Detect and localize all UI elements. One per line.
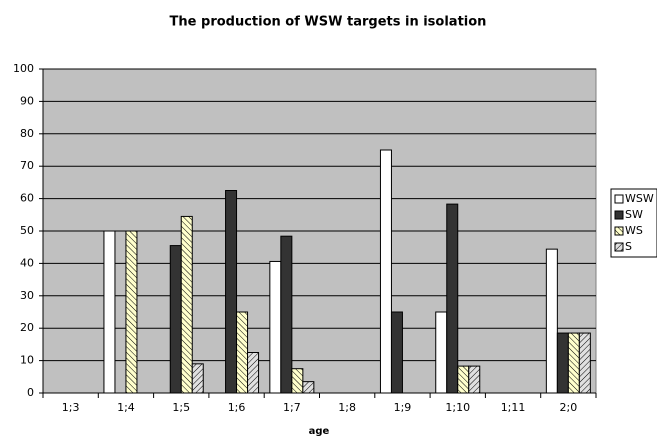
bar [468, 365, 481, 394]
y-tick-label: 60 [20, 192, 34, 205]
y-tick-label: 20 [20, 321, 34, 334]
bar [446, 203, 459, 394]
legend-label: S [625, 240, 632, 253]
y-tick-label: 90 [20, 94, 34, 107]
bar [291, 368, 304, 394]
bar [103, 230, 116, 394]
bar [302, 381, 315, 394]
y-tick-label: 100 [13, 62, 34, 75]
bar [191, 363, 204, 394]
x-tick-label: 1;5 [172, 401, 190, 414]
bar [390, 311, 403, 394]
y-tick-label: 50 [20, 224, 34, 237]
x-tick-label: 1;3 [62, 401, 80, 414]
bar [180, 215, 193, 394]
bar [125, 230, 138, 394]
bar [280, 235, 293, 394]
x-tick-label: 1;10 [445, 401, 470, 414]
legend-label: WSW [625, 192, 654, 205]
bar [169, 245, 182, 394]
legend-swatch [614, 194, 624, 204]
legend-label: SW [625, 208, 643, 221]
x-tick-label: 1;4 [117, 401, 135, 414]
y-tick-label: 10 [20, 354, 34, 367]
x-tick-label: 1;11 [501, 401, 526, 414]
chart-title: The production of WSW targets in isolati… [170, 15, 487, 30]
x-tick-label: 1;8 [338, 401, 356, 414]
x-tick-label: 1;7 [283, 401, 301, 414]
bar [545, 248, 558, 394]
bar [236, 311, 249, 394]
bar [379, 149, 392, 394]
x-tick-label: 1;9 [394, 401, 412, 414]
bar [247, 352, 260, 394]
y-tick-label: 80 [20, 127, 34, 140]
bar [435, 311, 448, 394]
bar [578, 332, 591, 394]
legend-swatch [614, 226, 624, 236]
bar [567, 332, 580, 394]
bar [556, 332, 569, 394]
bar [225, 190, 238, 394]
bar [457, 365, 470, 394]
x-tick-label: 2;0 [559, 401, 577, 414]
x-tick-label: 1;6 [228, 401, 246, 414]
y-tick-label: 30 [20, 289, 34, 302]
y-tick-label: 40 [20, 256, 34, 269]
legend-swatch [614, 210, 624, 220]
legend-label: WS [625, 224, 643, 237]
x-axis-label: age [309, 426, 330, 436]
y-tick-label: 70 [20, 159, 34, 172]
bar [269, 260, 282, 394]
legend-swatch [614, 242, 624, 252]
y-tick-label: 0 [27, 386, 34, 399]
